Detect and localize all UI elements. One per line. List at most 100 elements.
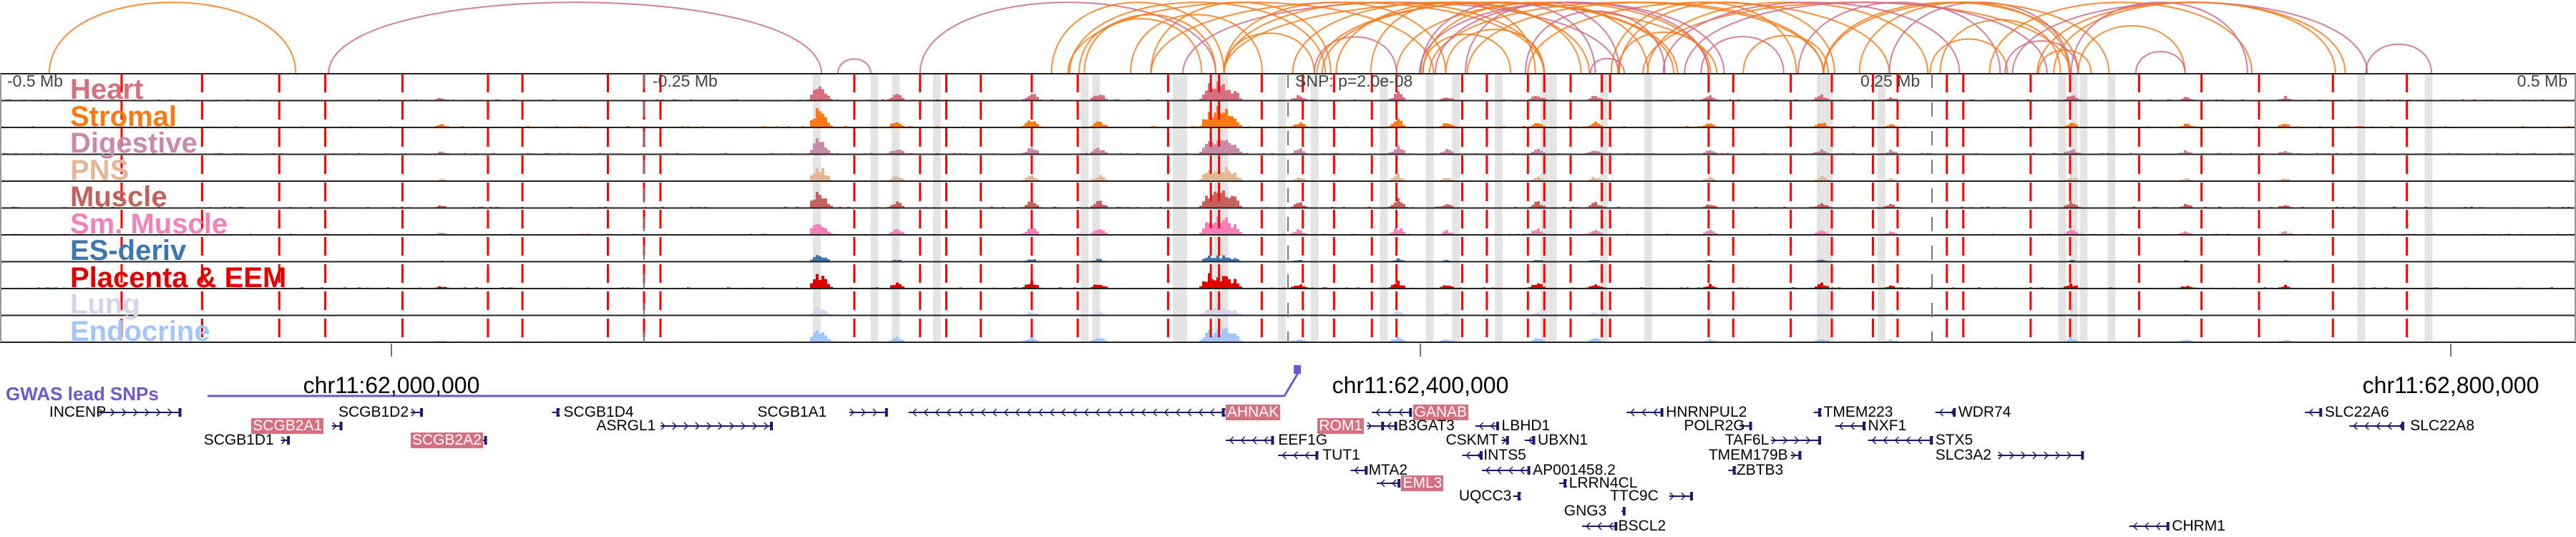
signal-bar-2 [1028, 148, 1030, 155]
gene-label-ints5[interactable]: INTS5 [1483, 447, 1526, 463]
gene-label-ap001458.2[interactable]: AP001458.2 [1533, 462, 1616, 478]
signal-bar-9 [1291, 340, 1294, 342]
signal-bar-5 [1594, 230, 1597, 235]
signal-bar-4 [1818, 204, 1820, 208]
signal-bar-3 [1302, 178, 1305, 181]
gene-label-scgb1d2[interactable]: SCGB1D2 [338, 404, 409, 420]
gene-label-slc3a2[interactable]: SLC3A2 [1935, 447, 1991, 463]
gene-label-b3gat3[interactable]: B3GAT3 [1397, 417, 1455, 434]
signal-bar-3 [821, 168, 824, 181]
signal-bar-2 [1709, 150, 1712, 155]
gene-label-stx5[interactable]: STX5 [1935, 432, 1974, 448]
signal-bar-9 [1591, 339, 1594, 342]
signal-bar-7 [1033, 284, 1036, 289]
signal-bar-3 [2284, 178, 2287, 181]
gene-label-polr2g[interactable]: POLR2G [1684, 417, 1745, 434]
gene-label-bscl2[interactable]: BSCL2 [1618, 518, 1667, 534]
signal-bar-5 [1036, 231, 1039, 235]
signal-bar-3 [1299, 178, 1302, 181]
signal-bar-4 [1208, 198, 1211, 208]
gene-label-hnrnpul2[interactable]: HNRNPUL2 [1666, 404, 1747, 420]
gene-label-gng3[interactable]: GNG3 [1563, 503, 1607, 519]
signal-bar-1 [1534, 122, 1537, 127]
signal-bar-3 [2075, 178, 2078, 181]
signal-bar-1 [2072, 122, 2075, 127]
gene-label-wdr74[interactable]: WDR74 [1958, 404, 2011, 420]
gene-label-chrm1[interactable]: CHRM1 [2172, 518, 2225, 534]
gene-label-lbhd1[interactable]: LBHD1 [1501, 417, 1551, 434]
gene-label-scgb1a1[interactable]: SCGB1A1 [757, 404, 827, 420]
signal-bar-4 [1202, 201, 1205, 208]
strand-arrow-icon [1387, 422, 1392, 430]
gene-label-scgb2a1[interactable]: SCGB2A1 [251, 417, 324, 434]
gene-label-ahnak[interactable]: AHNAK [1225, 404, 1281, 420]
strand-arrow-icon [741, 422, 746, 430]
signal-bar-5 [824, 228, 827, 235]
gene-label-incenp[interactable]: INCENP [49, 404, 107, 420]
signal-bar-8 [827, 313, 830, 316]
signal-bar-3 [1706, 178, 1709, 181]
signal-bar-2 [1892, 151, 1895, 155]
signal-bar-8 [1096, 311, 1099, 316]
signal-bar-0 [1451, 98, 1454, 101]
signal-bar-7 [1202, 281, 1205, 289]
gene-label-zbtb3[interactable]: ZBTB3 [1736, 462, 1784, 478]
gene-label-asrgl1[interactable]: ASRGL1 [596, 417, 656, 434]
gene-label-ubxn1[interactable]: UBXN1 [1538, 432, 1589, 448]
signal-bar-5 [902, 232, 904, 235]
coordinate-label: chr11:62,400,000 [1332, 372, 1509, 398]
signal-bar-4 [1033, 203, 1036, 208]
strand-arrow-icon [695, 422, 701, 430]
gene-label-tmem179b[interactable]: TMEM179B [1708, 447, 1788, 463]
gene-label-scgb1d1[interactable]: SCGB1D1 [203, 432, 274, 448]
signal-bar-6 [1211, 258, 1214, 262]
gene-label-slc22a6[interactable]: SLC22A6 [2324, 404, 2389, 420]
gene-label-scgb2a2[interactable]: SCGB2A2 [411, 432, 483, 448]
signal-bar-7 [1445, 285, 1448, 289]
interaction-arc [1742, 34, 1829, 74]
signal-bar-7 [444, 286, 447, 289]
interaction-arc [1823, 1, 2079, 74]
gene-exon [1798, 451, 1802, 460]
gene-label-tmem223[interactable]: TMEM223 [1823, 404, 1893, 420]
interaction-arc [1078, 18, 1203, 74]
signal-bar-5 [2190, 233, 2192, 235]
gene-label-cskmt[interactable]: CSKMT [1445, 432, 1498, 448]
gene-label-slc22a8[interactable]: SLC22A8 [2410, 417, 2475, 434]
signal-bar-5 [1222, 220, 1225, 235]
gene-label-nxf1[interactable]: NXF1 [1868, 417, 1907, 434]
signal-bar-5 [2075, 232, 2078, 235]
strand-arrow-icon [2055, 451, 2061, 460]
gene-label-scgb1d4[interactable]: SCGB1D4 [563, 404, 634, 420]
signal-bar-2 [1589, 152, 1591, 155]
signal-bar-8 [1815, 314, 1818, 316]
gene-label-eef1g[interactable]: EEF1G [1278, 432, 1328, 448]
signal-bar-0 [1889, 97, 1892, 101]
strand-arrow-icon [2387, 422, 2392, 430]
signal-bar-0 [816, 89, 819, 101]
signal-bar-9 [1208, 329, 1211, 342]
signal-bar-3 [2069, 178, 2072, 181]
gene-label-lrrn4cl[interactable]: LRRN4CL [1568, 475, 1638, 491]
signal-bar-5 [1886, 233, 1889, 235]
gene-label-rom1[interactable]: ROM1 [1317, 417, 1365, 434]
gene-label-ttc9c[interactable]: TTC9C [1610, 488, 1659, 504]
strand-arrow-icon [1791, 451, 1796, 460]
gene-label-taf6l[interactable]: TAF6L [1724, 432, 1770, 448]
signal-bar-8 [1443, 313, 1445, 316]
signal-bar-6 [1219, 258, 1222, 262]
gene-label-uqcc3[interactable]: UQCC3 [1458, 488, 1512, 504]
signal-bar-0 [1239, 98, 1242, 101]
gene-label-eml3[interactable]: EML3 [1401, 475, 1444, 491]
gene-label-tut1[interactable]: TUT1 [1322, 447, 1360, 463]
signal-bar-8 [1591, 312, 1594, 316]
gene-label-ganab[interactable]: GANAB [1413, 404, 1469, 420]
signal-bar-2 [1534, 150, 1537, 155]
gene-label-mta2[interactable]: MTA2 [1368, 462, 1408, 478]
signal-bar-7 [1299, 284, 1302, 289]
signal-bar-5 [1231, 227, 1234, 235]
signal-bar-0 [1594, 96, 1597, 101]
signal-bar-1 [1205, 120, 1208, 127]
strand-arrow-icon [110, 408, 115, 417]
signal-bar-2 [1202, 147, 1205, 155]
